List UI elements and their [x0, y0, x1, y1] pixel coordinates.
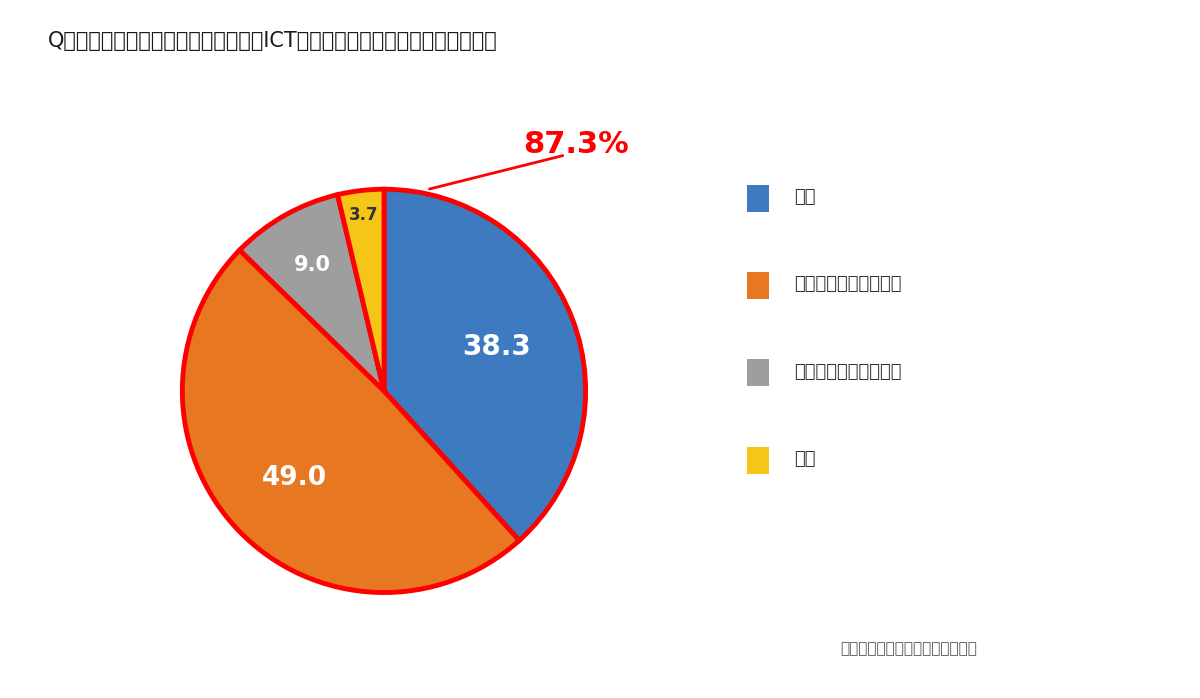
- Wedge shape: [182, 250, 520, 593]
- Wedge shape: [384, 189, 586, 540]
- Text: 38.3: 38.3: [462, 334, 532, 362]
- Text: どちらかといえばある: どちらかといえばある: [794, 276, 901, 293]
- Text: 教員: 教員: [412, 98, 440, 122]
- Wedge shape: [240, 195, 384, 391]
- Text: ある: ある: [794, 188, 816, 206]
- Bar: [746, 185, 769, 212]
- Bar: [746, 272, 769, 299]
- Text: Q．あなたの働いている小学校では、ICT教育を行う際の課題はありますか？: Q．あなたの働いている小学校では、ICT教育を行う際の課題はありますか？: [48, 31, 498, 52]
- Text: どちらかといえばない: どちらかといえばない: [794, 363, 901, 380]
- Text: 9.0: 9.0: [294, 255, 331, 274]
- Wedge shape: [337, 189, 384, 391]
- Text: 3.7: 3.7: [349, 206, 378, 223]
- Text: 49.0: 49.0: [262, 465, 326, 491]
- Text: パーソルプロセス＆テクノロジー: パーソルプロセス＆テクノロジー: [840, 641, 977, 656]
- Bar: [746, 359, 769, 386]
- Text: 87.3%: 87.3%: [523, 131, 629, 159]
- Bar: [746, 447, 769, 473]
- Text: ない: ない: [794, 450, 816, 468]
